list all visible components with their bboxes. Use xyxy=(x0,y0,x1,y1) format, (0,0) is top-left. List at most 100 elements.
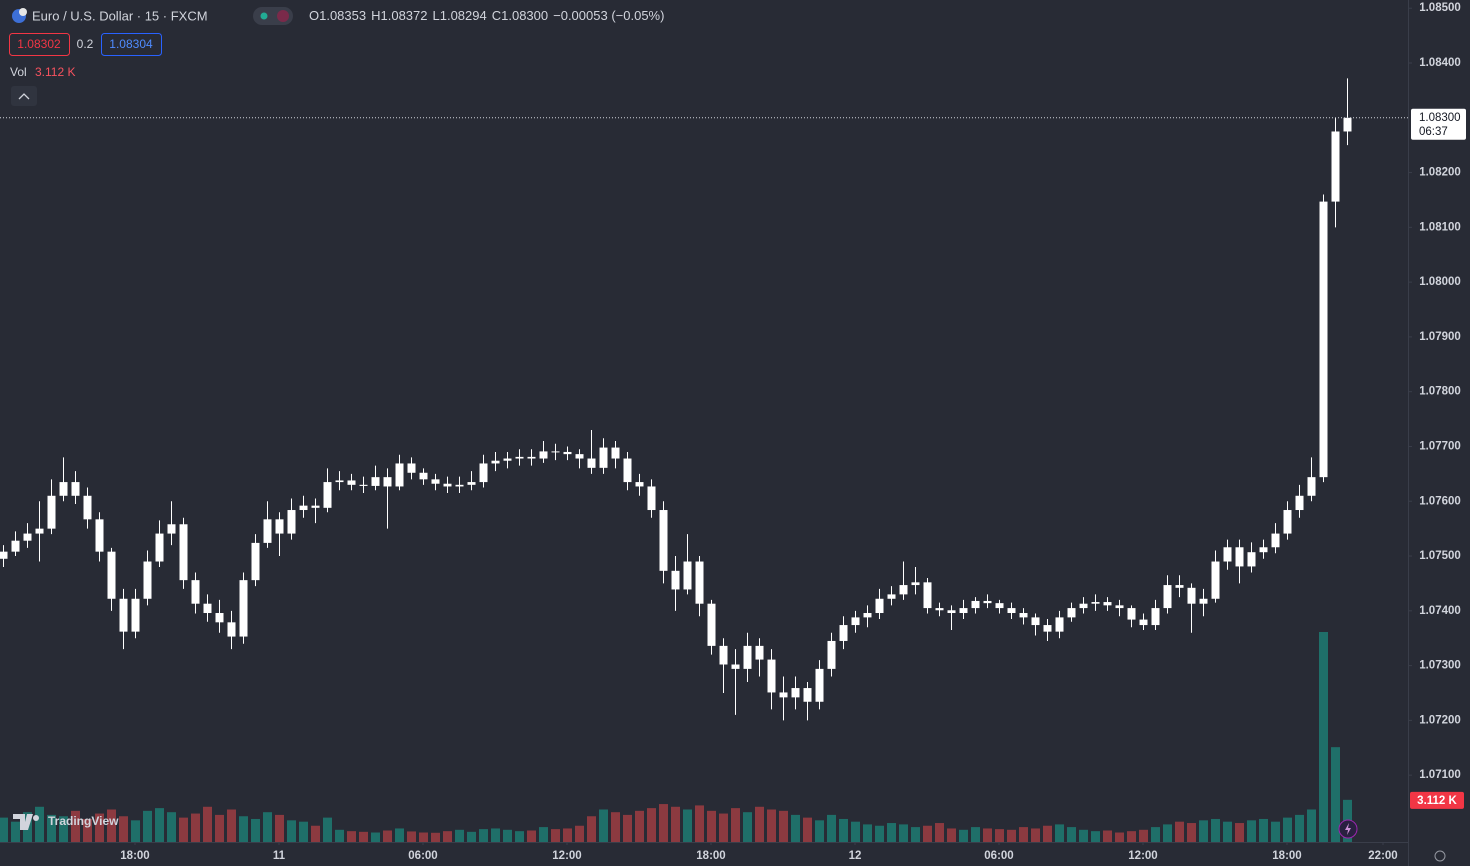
x-tick-label: 18:00 xyxy=(120,850,149,862)
candle-body xyxy=(299,505,308,511)
candle-body xyxy=(539,451,548,459)
y-tick-label: 1.07900 xyxy=(1419,331,1461,343)
volume-bar xyxy=(1007,829,1016,842)
candle-body xyxy=(1211,561,1220,599)
candle-body xyxy=(167,524,176,534)
candle-body xyxy=(1223,547,1232,562)
buy-button[interactable] xyxy=(101,33,162,56)
current-price-label: 1.08300 xyxy=(1419,112,1461,124)
volume-bar xyxy=(515,831,524,842)
candle-body xyxy=(683,561,692,590)
bid-price[interactable]: 1.08302 xyxy=(17,37,61,51)
volume-bar xyxy=(419,832,428,842)
volume-bar xyxy=(935,823,944,842)
candle-body xyxy=(287,510,296,534)
watermark-logo-dot xyxy=(33,815,39,821)
volume-bar xyxy=(143,810,152,842)
volume-bar xyxy=(119,816,128,842)
volume-bar xyxy=(203,806,212,842)
candle-body xyxy=(695,561,704,604)
volume-bar xyxy=(767,809,776,842)
collapse-button[interactable] xyxy=(11,86,37,106)
volume-bar xyxy=(539,827,548,842)
volume-bar xyxy=(467,831,476,842)
candle-body xyxy=(1319,201,1328,478)
volume-bar xyxy=(1055,824,1064,842)
candle-body xyxy=(875,598,884,614)
volume-bar xyxy=(911,827,920,842)
volume-bar xyxy=(959,829,968,842)
y-tick-label: 1.07800 xyxy=(1419,386,1461,398)
candle-body xyxy=(947,610,956,614)
settings-icon[interactable] xyxy=(1434,850,1446,862)
volume-bar xyxy=(1067,827,1076,842)
volume-bar xyxy=(707,810,716,842)
candle-body xyxy=(1019,613,1028,618)
candle-body xyxy=(995,603,1004,609)
volume-bar xyxy=(0,817,8,842)
ask-price[interactable]: 1.08304 xyxy=(109,37,153,51)
candle-body xyxy=(35,528,44,534)
candle-body xyxy=(527,456,536,459)
candle-body xyxy=(575,454,584,459)
volume-bar xyxy=(875,825,884,842)
volume-bar xyxy=(1259,818,1268,842)
volume-bar xyxy=(383,830,392,842)
volume-bar xyxy=(71,810,80,842)
symbol-title[interactable]: Euro / U.S. Dollar · 15 · FXCM xyxy=(32,8,208,23)
candle-body xyxy=(1055,617,1064,632)
volume-bar xyxy=(179,817,188,842)
candle-body xyxy=(959,608,968,614)
volume-bar xyxy=(971,827,980,842)
candle-body xyxy=(1103,602,1112,606)
candle-body xyxy=(887,594,896,599)
candle-body xyxy=(1307,477,1316,496)
candle-body xyxy=(83,495,92,520)
volume-bar xyxy=(395,828,404,842)
candle-body xyxy=(767,659,776,693)
candle-body xyxy=(1151,608,1160,626)
candle-body xyxy=(1271,533,1280,548)
candle-body xyxy=(671,570,680,590)
candle-body xyxy=(323,482,332,508)
volume-bar xyxy=(899,824,908,842)
candle-body xyxy=(647,486,656,511)
candle-body xyxy=(1283,510,1292,534)
candle-body xyxy=(419,472,428,480)
candle-body xyxy=(1091,602,1100,604)
ohlc-item: H1.08372 xyxy=(371,8,427,23)
volume-tag-label: 3.112 K xyxy=(1417,795,1457,807)
y-tick-label: 1.08000 xyxy=(1419,276,1461,288)
volume-bar xyxy=(1271,821,1280,842)
candle-body xyxy=(23,533,32,541)
volume-bar xyxy=(443,831,452,842)
volume-bar xyxy=(275,814,284,842)
candle-body xyxy=(431,479,440,484)
status-dot xyxy=(260,12,268,20)
volume-bar xyxy=(623,814,632,842)
x-tick-label: 06:00 xyxy=(984,850,1013,862)
y-tick-label: 1.08200 xyxy=(1419,167,1461,179)
volume-bar xyxy=(227,809,236,842)
volume-bar xyxy=(1103,830,1112,842)
volume-bar xyxy=(263,812,272,842)
candle-body xyxy=(863,613,872,618)
volume-bar xyxy=(983,828,992,842)
volume-bar xyxy=(1307,809,1316,842)
volume-bar xyxy=(815,820,824,842)
volume-bar xyxy=(923,825,932,842)
candle-body xyxy=(1331,131,1340,202)
y-tick-label: 1.07500 xyxy=(1419,550,1461,562)
sell-button[interactable] xyxy=(9,33,70,56)
volume-bar xyxy=(791,814,800,842)
candle-body xyxy=(275,519,284,534)
candle-body xyxy=(1079,603,1088,609)
candle-body xyxy=(383,477,392,487)
volume-bar xyxy=(671,806,680,842)
candle-body xyxy=(587,458,596,468)
candle-body xyxy=(911,582,920,586)
candle-body xyxy=(0,551,8,559)
status-icon xyxy=(277,10,289,22)
watermark-logo xyxy=(13,814,33,830)
candle-body xyxy=(935,608,944,611)
